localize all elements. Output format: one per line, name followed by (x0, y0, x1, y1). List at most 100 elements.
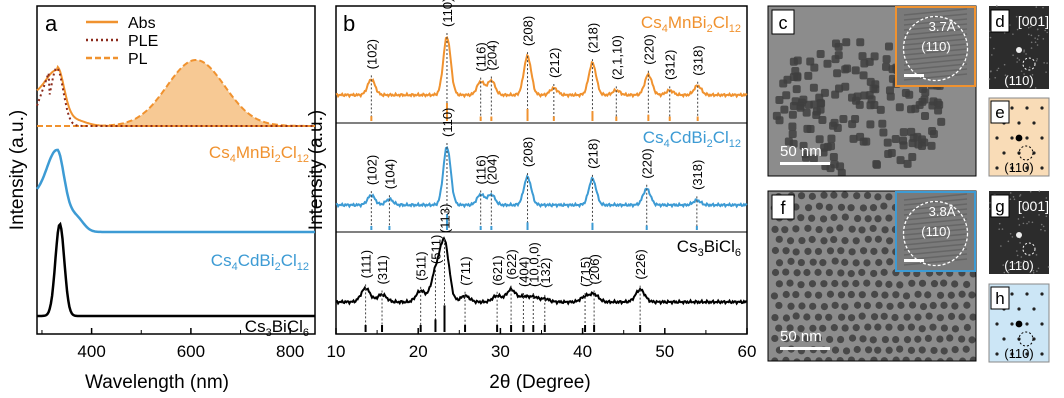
nanocrystal (963, 323, 972, 332)
nanocrystal (869, 224, 877, 233)
nanocrystal (870, 356, 878, 361)
fft-noise (1007, 240, 1010, 243)
nanocrystal (875, 258, 883, 267)
nanocrystal (907, 105, 916, 114)
abs-cd-curve (36, 148, 315, 234)
nanocrystal (858, 226, 866, 234)
nanocrystal (797, 214, 805, 222)
nanocrystal (797, 258, 805, 267)
nanocrystal (803, 268, 811, 277)
fft-noise (1003, 63, 1006, 66)
nanocrystal (930, 346, 938, 355)
nanocrystal (863, 259, 871, 267)
cd-peak-label: (218) (585, 139, 600, 169)
panel-letter-box (990, 9, 1010, 33)
d-spacing-label: 3.8Å (929, 204, 956, 219)
nanocrystal (885, 237, 894, 245)
nanocrystal (806, 125, 815, 134)
a-label-cd-m: CdBi (238, 251, 275, 270)
nanocrystal (853, 192, 861, 200)
fft-noise (1030, 41, 1033, 44)
nanocrystal (833, 69, 842, 78)
nanocrystal (907, 127, 916, 136)
nanocrystal (804, 247, 812, 255)
nanocrystal (837, 203, 846, 211)
nanocrystal (874, 215, 882, 223)
a-label-bi-sub2: 6 (303, 327, 309, 339)
lattice-spot (1040, 322, 1044, 326)
panel-a-x-ticks: 400 600 800 (41, 328, 304, 361)
panel-letter-box (771, 194, 795, 220)
nanocrystal (914, 290, 922, 298)
x-tick-label: 60 (738, 342, 757, 361)
fft-noise (1032, 272, 1035, 274)
nanocrystal (875, 301, 883, 309)
panel-letter: d (995, 12, 1004, 31)
fft-noise (1013, 198, 1016, 201)
mn-peak-label: (204) (484, 40, 499, 70)
cd-peak-label: (110) (440, 108, 455, 137)
fft-noise (1027, 26, 1030, 29)
bi-ref-bar (639, 325, 642, 332)
nanocrystal (771, 225, 779, 234)
nanocrystal (902, 356, 910, 361)
b-label-cd-sub3: 12 (729, 138, 741, 150)
pl-curve (37, 59, 315, 127)
fft-noise (1014, 262, 1016, 265)
fft-hkl-label: (110) (1004, 73, 1033, 88)
nanocrystal (781, 226, 789, 234)
fft-noise (1026, 222, 1028, 225)
nanocrystal (858, 52, 867, 61)
nanocrystal (825, 356, 833, 361)
lattice-fringe (903, 243, 968, 251)
nanocrystal (968, 291, 976, 299)
d-spacing-label: 3.7Å (929, 19, 956, 34)
fft-noise (1001, 228, 1004, 230)
panel-letter: g (995, 197, 1004, 216)
nanocrystal (907, 323, 915, 331)
nanocrystal (816, 49, 825, 58)
lattice-spot (1025, 106, 1029, 110)
nanocrystal (848, 225, 856, 233)
b-label-bi-base: Cs (677, 237, 698, 256)
bi-ref-bar (543, 325, 546, 332)
nanocrystal (782, 356, 790, 361)
fft-highlight-circle (1022, 242, 1036, 256)
fft-noise (1018, 59, 1021, 61)
hkl-label: (110) (921, 39, 950, 54)
nanocrystal (854, 214, 862, 223)
nanocrystal (820, 280, 828, 288)
lattice-fringe (903, 233, 968, 241)
nanocrystal (782, 290, 790, 299)
cd-ref-bar (445, 214, 448, 230)
nanocrystal (770, 292, 779, 300)
fft-noise (1019, 242, 1021, 244)
fft-noise (1045, 197, 1048, 199)
fft-noise (1031, 221, 1034, 224)
lattice-spot (1010, 136, 1014, 140)
nanocrystal (886, 92, 895, 101)
nanocrystal (834, 42, 843, 51)
nanocrystal (792, 335, 800, 343)
bi-ref-bar (381, 325, 384, 332)
mn-peak-label: (208) (521, 16, 536, 46)
bi-ref-bar (532, 325, 535, 332)
nanocrystal (814, 291, 823, 299)
lattice-fringe (903, 73, 968, 81)
nanocrystal (792, 290, 800, 299)
mn-ref-bar (615, 116, 618, 121)
fft-noise (1023, 49, 1025, 51)
lattice-fringe (903, 248, 968, 256)
nanocrystal (855, 100, 864, 109)
nanocrystal (780, 105, 789, 114)
nanocrystal (833, 123, 842, 132)
mn-ref-bar (526, 108, 529, 121)
fft-noise (1032, 269, 1035, 272)
fft-noise (1019, 211, 1021, 214)
fft-noise (1003, 271, 1006, 274)
fft-noise (1035, 254, 1038, 256)
fft-noise (1023, 260, 1026, 262)
nanocrystal (852, 324, 860, 332)
fft-noise (1034, 87, 1037, 89)
